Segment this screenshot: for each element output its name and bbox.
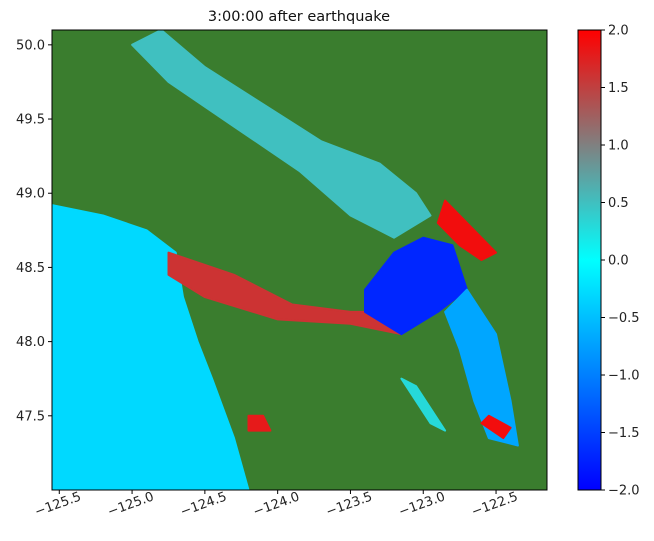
water-hood-canal	[400, 377, 447, 432]
x-tick-label: −125.0	[106, 489, 156, 520]
water-layer	[52, 30, 519, 490]
colorbar-tick-label: 1.5	[608, 81, 629, 96]
water-strait-of-georgia	[131, 30, 432, 239]
y-tick-label: 49.5	[16, 113, 45, 128]
water-puget-sound	[444, 288, 519, 447]
colorbar-tick-label: 0.0	[608, 254, 629, 269]
colorbar-ticks: −2.0 −1.5 −1.0 −0.5 0.0 0.5 1.0 1.5 2.0	[601, 24, 640, 499]
colorbar: −2.0 −1.5 −1.0 −0.5 0.0 0.5 1.0 1.5 2.0	[577, 24, 640, 499]
x-tick-label: −123.5	[324, 489, 374, 520]
colorbar-tick-label: −1.0	[608, 369, 640, 384]
x-tick-label: −122.5	[470, 489, 520, 520]
water-tacoma-narrows	[480, 414, 512, 440]
water-grays-harbor	[247, 414, 272, 432]
plot-area	[52, 30, 547, 490]
x-tick-label: −123.0	[397, 489, 447, 520]
y-tick-label: 48.5	[16, 261, 45, 276]
colorbar-tick-label: 0.5	[608, 196, 629, 211]
colorbar-tick-label: −1.5	[608, 426, 640, 441]
y-tick-label: 50.0	[16, 38, 45, 53]
y-tick-label: 49.0	[16, 187, 45, 202]
colorbar-tick-label: −0.5	[608, 311, 640, 326]
water-boundary-bay	[436, 199, 497, 261]
y-axis: 47.5 48.0 48.5 49.0 49.5 50.0	[16, 38, 52, 424]
x-tick-label: −125.5	[33, 489, 83, 520]
y-tick-label: 48.0	[16, 335, 45, 350]
plot-frame	[51, 29, 548, 491]
colorbar-tick-label: −2.0	[608, 484, 640, 499]
colorbar-tick-label: 2.0	[608, 24, 629, 39]
colorbar-tick-label: 1.0	[608, 139, 629, 154]
chart-title: 3:00:00 after earthquake	[208, 9, 390, 25]
x-tick-label: −124.5	[179, 489, 229, 520]
colorbar-gradient	[577, 29, 602, 491]
y-tick-label: 47.5	[16, 409, 45, 424]
x-axis: −125.5 −125.0 −124.5 −124.0 −123.5 −123.0 −122…	[33, 489, 520, 520]
x-tick-label: −124.0	[251, 489, 301, 520]
water-pacific-coast	[52, 204, 250, 490]
